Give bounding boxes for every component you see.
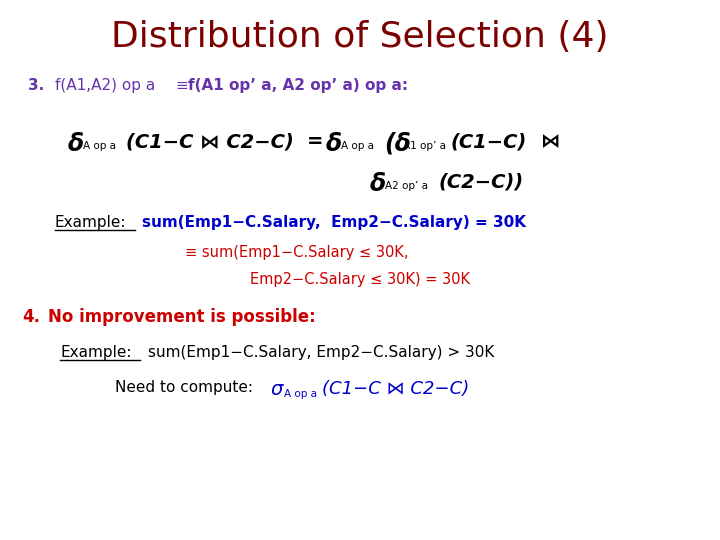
Text: Emp2−C.Salary ≤ 30K) = 30K: Emp2−C.Salary ≤ 30K) = 30K: [250, 272, 470, 287]
Text: A1 op’ a: A1 op’ a: [403, 141, 446, 151]
Text: =: =: [307, 132, 323, 151]
Text: f(A1 op’ a, A2 op’ a) op a:: f(A1 op’ a, A2 op’ a) op a:: [188, 78, 408, 93]
Text: ≡: ≡: [175, 78, 188, 93]
Text: 4.: 4.: [22, 308, 40, 326]
Text: A op a: A op a: [341, 141, 374, 151]
Text: (C2−C)): (C2−C)): [438, 172, 523, 191]
Text: δ: δ: [326, 132, 342, 156]
Text: sum(Emp1−C.Salary,  Emp2−C.Salary) = 30K: sum(Emp1−C.Salary, Emp2−C.Salary) = 30K: [142, 215, 526, 230]
Text: A op a: A op a: [284, 389, 317, 399]
Text: (C1−C ⋈ C2−C): (C1−C ⋈ C2−C): [322, 380, 469, 398]
Text: sum(Emp1−C.Salary, Emp2−C.Salary) > 30K: sum(Emp1−C.Salary, Emp2−C.Salary) > 30K: [148, 345, 495, 360]
Text: Example:: Example:: [55, 215, 127, 230]
Text: Distribution of Selection (4): Distribution of Selection (4): [112, 20, 608, 54]
Text: δ: δ: [370, 172, 386, 196]
Text: f(A1,A2) op a: f(A1,A2) op a: [55, 78, 156, 93]
Text: ⋈: ⋈: [541, 132, 560, 151]
Text: 3.: 3.: [28, 78, 44, 93]
Text: δ: δ: [68, 132, 84, 156]
Text: Need to compute:: Need to compute:: [115, 380, 253, 395]
Text: A2 op’ a: A2 op’ a: [385, 181, 428, 191]
Text: A op a: A op a: [83, 141, 116, 151]
Text: ≡ sum(Emp1−C.Salary ≤ 30K,: ≡ sum(Emp1−C.Salary ≤ 30K,: [185, 245, 408, 260]
Text: (C1−C): (C1−C): [450, 132, 526, 151]
Text: Example:: Example:: [60, 345, 132, 360]
Text: (C1−C ⋈ C2−C): (C1−C ⋈ C2−C): [126, 132, 294, 151]
Text: σ: σ: [270, 380, 282, 399]
Text: (δ: (δ: [384, 132, 411, 156]
Text: No improvement is possible:: No improvement is possible:: [48, 308, 316, 326]
